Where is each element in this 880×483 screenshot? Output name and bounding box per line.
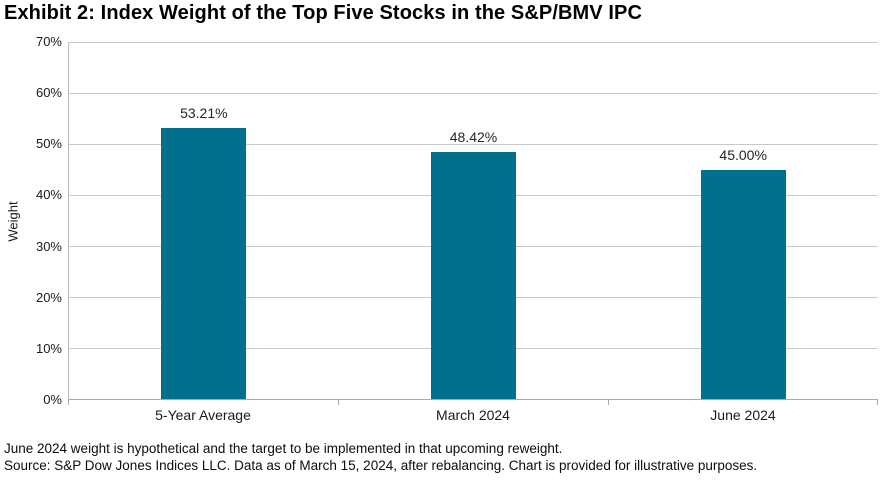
gridline [69, 144, 878, 145]
gridline [69, 93, 878, 94]
x-tick-mark [877, 400, 878, 405]
x-tick-label: March 2024 [436, 407, 510, 423]
y-tick-label: 0% [43, 392, 62, 407]
x-axis-labels: 5-Year Average March 2024 June 2024 [68, 407, 878, 423]
bar-value-label: 48.42% [449, 129, 498, 146]
footnote-line-1: June 2024 weight is hypothetical and the… [4, 441, 563, 456]
y-tick-label: 10% [35, 340, 62, 356]
bar-value-label: 53.21% [180, 104, 228, 121]
footnote-line-2: Source: S&P Dow Jones Indices LLC. Data … [4, 458, 758, 473]
y-tick-label: 60% [35, 85, 62, 101]
y-tick-label: 20% [35, 289, 62, 305]
y-tick-label: 40% [35, 187, 62, 203]
y-tick-label: 30% [35, 238, 62, 254]
bar [161, 127, 247, 399]
gridline [69, 42, 878, 43]
x-tick-mark [337, 400, 339, 405]
y-tick-label: 50% [35, 136, 62, 152]
bar [431, 152, 516, 399]
x-axis-ticks [68, 400, 878, 405]
chart-title: Exhibit 2: Index Weight of the Top Five … [4, 2, 643, 24]
y-axis-labels: 0% 10% 20% 30% 40% 50% 60% 70% [0, 35, 62, 407]
bar-value-label: 45.00% [719, 146, 767, 163]
bar [700, 169, 786, 399]
y-tick-label: 70% [35, 34, 62, 49]
plot-area: 53.21% 48.42% 45.00% [68, 42, 878, 400]
x-tick-label: 5-Year Average [155, 407, 251, 423]
x-tick-label: June 2024 [710, 407, 776, 423]
x-tick-mark [68, 400, 69, 405]
x-tick-mark [607, 400, 609, 405]
